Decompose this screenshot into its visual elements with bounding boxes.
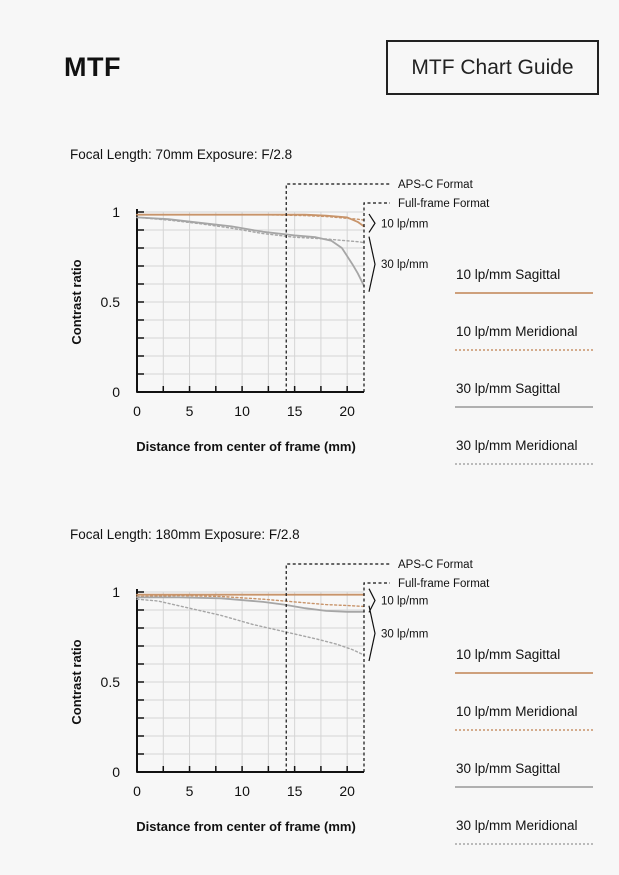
legend-10-lp-mm-sagittal-label: 10 lp/mm Sagittal (456, 267, 560, 282)
bracket-30lp (368, 605, 376, 662)
grid (137, 591, 364, 772)
page-title: MTF (64, 52, 121, 82)
series-line-10-lp-mm-meridional (136, 594, 365, 608)
series-line-10-lp-mm-meridional (136, 214, 365, 221)
x-axis-label: Distance from center of frame (mm) (136, 819, 356, 834)
mtf-chart-70mm: Focal Length: 70mm Exposure: F/2.800.510… (69, 147, 593, 465)
legend-30-lp-mm-meridional-label: 30 lp/mm Meridional (456, 438, 578, 453)
bracket-10lp-label: 10 lp/mm (381, 596, 428, 608)
x-tick-label: 10 (234, 403, 250, 419)
x-axis-label: Distance from center of frame (mm) (136, 439, 356, 454)
x-tick-label: 15 (287, 783, 303, 799)
mtf-chart-guide-button[interactable]: MTF Chart Guide (386, 40, 599, 95)
bracket-10lp (368, 588, 376, 613)
legend-30-lp-mm-sagittal-label: 30 lp/mm Sagittal (456, 381, 560, 396)
bracket-30lp-label: 30 lp/mm (381, 628, 428, 640)
legend-30-lp-mm-meridional-label: 30 lp/mm Meridional (456, 818, 578, 833)
x-tick-label: 5 (186, 783, 194, 799)
mtf-chart-180mm: Focal Length: 180mm Exposure: F/2.8 0 0.5 1… (69, 527, 593, 845)
x-tick-label: 0 (133, 783, 141, 799)
apsc-format-boundary (285, 183, 390, 392)
legend-30-lp-mm-sagittal-label: 30 lp/mm Sagittal (456, 761, 560, 776)
apsc-format-boundary (285, 563, 390, 772)
y-tick-label: 0 (112, 764, 120, 780)
y-tick-label: 0.5 (101, 294, 121, 310)
apsc-format-label: APS-C Format (398, 559, 474, 571)
x-tick-label: 20 (339, 783, 355, 799)
y-tick-label: 1 (112, 204, 120, 220)
bracket-10lp-label: 10 lp/mm (381, 218, 428, 230)
y-tick-label: 0 (112, 384, 120, 400)
bracket-10lp (368, 213, 376, 233)
x-tick-label: 0 (133, 403, 141, 419)
x-tick-label: 15 (287, 403, 303, 419)
x-tick-label: 10 (234, 783, 250, 799)
x-tick-label: 5 (186, 403, 194, 419)
series-line-30-lp-mm-sagittal (136, 596, 365, 613)
apsc-format-label: APS-C Format (398, 179, 474, 191)
bracket-30lp-label: 30 lp/mm (381, 259, 428, 271)
y-axis-label: Contrast ratio (69, 639, 84, 724)
series-line-30-lp-mm-sagittal (136, 216, 365, 287)
legend-10-lp-mm-meridional-label: 10 lp/mm Meridional (456, 704, 578, 719)
chart-heading: Focal Length: 70mm Exposure: F/2.8 (70, 147, 292, 162)
legend-10-lp-mm-sagittal-label: 10 lp/mm Sagittal (456, 647, 560, 662)
series-line-30-lp-mm-meridional (136, 598, 365, 656)
fullframe-format-boundary (363, 202, 390, 392)
legend-10-lp-mm-meridional-label: 10 lp/mm Meridional (456, 324, 578, 339)
x-tick-label: 20 (339, 403, 355, 419)
chart-heading: Focal Length: 180mm Exposure: F/2.8 (70, 527, 300, 542)
y-axis-label: Contrast ratio (69, 259, 84, 344)
series-line-30-lp-mm-meridional (136, 216, 365, 244)
y-tick-label: 1 (112, 584, 120, 600)
fullframe-format-label: Full-frame Format (398, 578, 490, 590)
y-tick-label: 0.5 (101, 674, 121, 690)
fullframe-format-boundary (363, 582, 390, 772)
bracket-30lp (368, 236, 376, 292)
fullframe-format-label: Full-frame Format (398, 198, 490, 210)
